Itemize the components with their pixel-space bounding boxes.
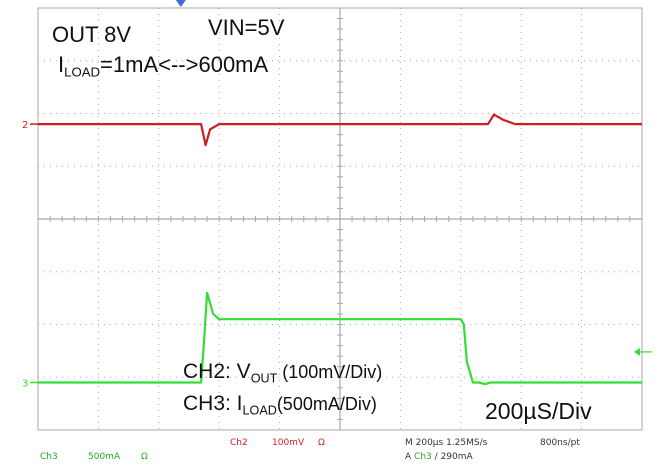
record-resolution: 800ns/pt [540,438,580,448]
trace-ch2 [38,113,642,147]
ch2-label-scale: (100mV/Div) [277,362,383,382]
ch3-label-subscript: LOAD [242,403,277,418]
ch2-label-prefix: CH2: V [183,360,251,383]
trigger-level: 290mA [440,452,473,462]
waveform-traces [38,113,642,386]
load-range-subscript: LOAD [64,64,101,80]
trigger-position-marker [175,0,186,7]
trace-ch3 [38,291,642,386]
ch3-label-scale: (500mA/Div) [276,394,377,414]
input-voltage-label: VIN=5V [208,15,285,40]
load-range-text: =1mA<-->600mA [100,52,269,77]
ch3-status-name: Ch3 [40,452,58,462]
ch3-status-coupling: Ω [141,452,148,462]
ch2-label-subscript: OUT [250,371,278,386]
trigger-prefix: A [405,452,412,462]
ch2-scale-label: CH2: VOUT (100mV/Div) [183,360,382,385]
ch3-label-prefix: CH3: I [183,392,243,415]
graticule-grid [37,7,643,431]
trigger-level-arrow [634,347,640,356]
load-range-prefix: I [58,52,65,77]
screen-markers: 32 [22,0,652,390]
timebase-label: 200µS/Div [485,398,592,424]
trigger-channel: Ch3 [414,452,432,462]
load-range-label: ILOAD=1mA<-->600mA [58,52,268,80]
ch3-status-scale: 500mA [88,452,121,462]
output-voltage-label: OUT 8V [52,22,132,47]
ch2-status-coupling: Ω [318,438,325,448]
trigger-slope: / [434,452,438,462]
ch3-ground-marker: 3 [22,379,28,390]
ch2-ground-marker: 2 [22,120,28,131]
horizontal-settings: M 200µs 1.25MS/s [405,438,488,448]
ch2-status-name: Ch2 [230,438,248,448]
ch3-scale-label: CH3: ILOAD(500mA/Div) [183,392,377,417]
ch2-status-scale: 100mV [272,438,305,448]
trigger-readout: A Ch3 / 290mA [405,452,473,462]
